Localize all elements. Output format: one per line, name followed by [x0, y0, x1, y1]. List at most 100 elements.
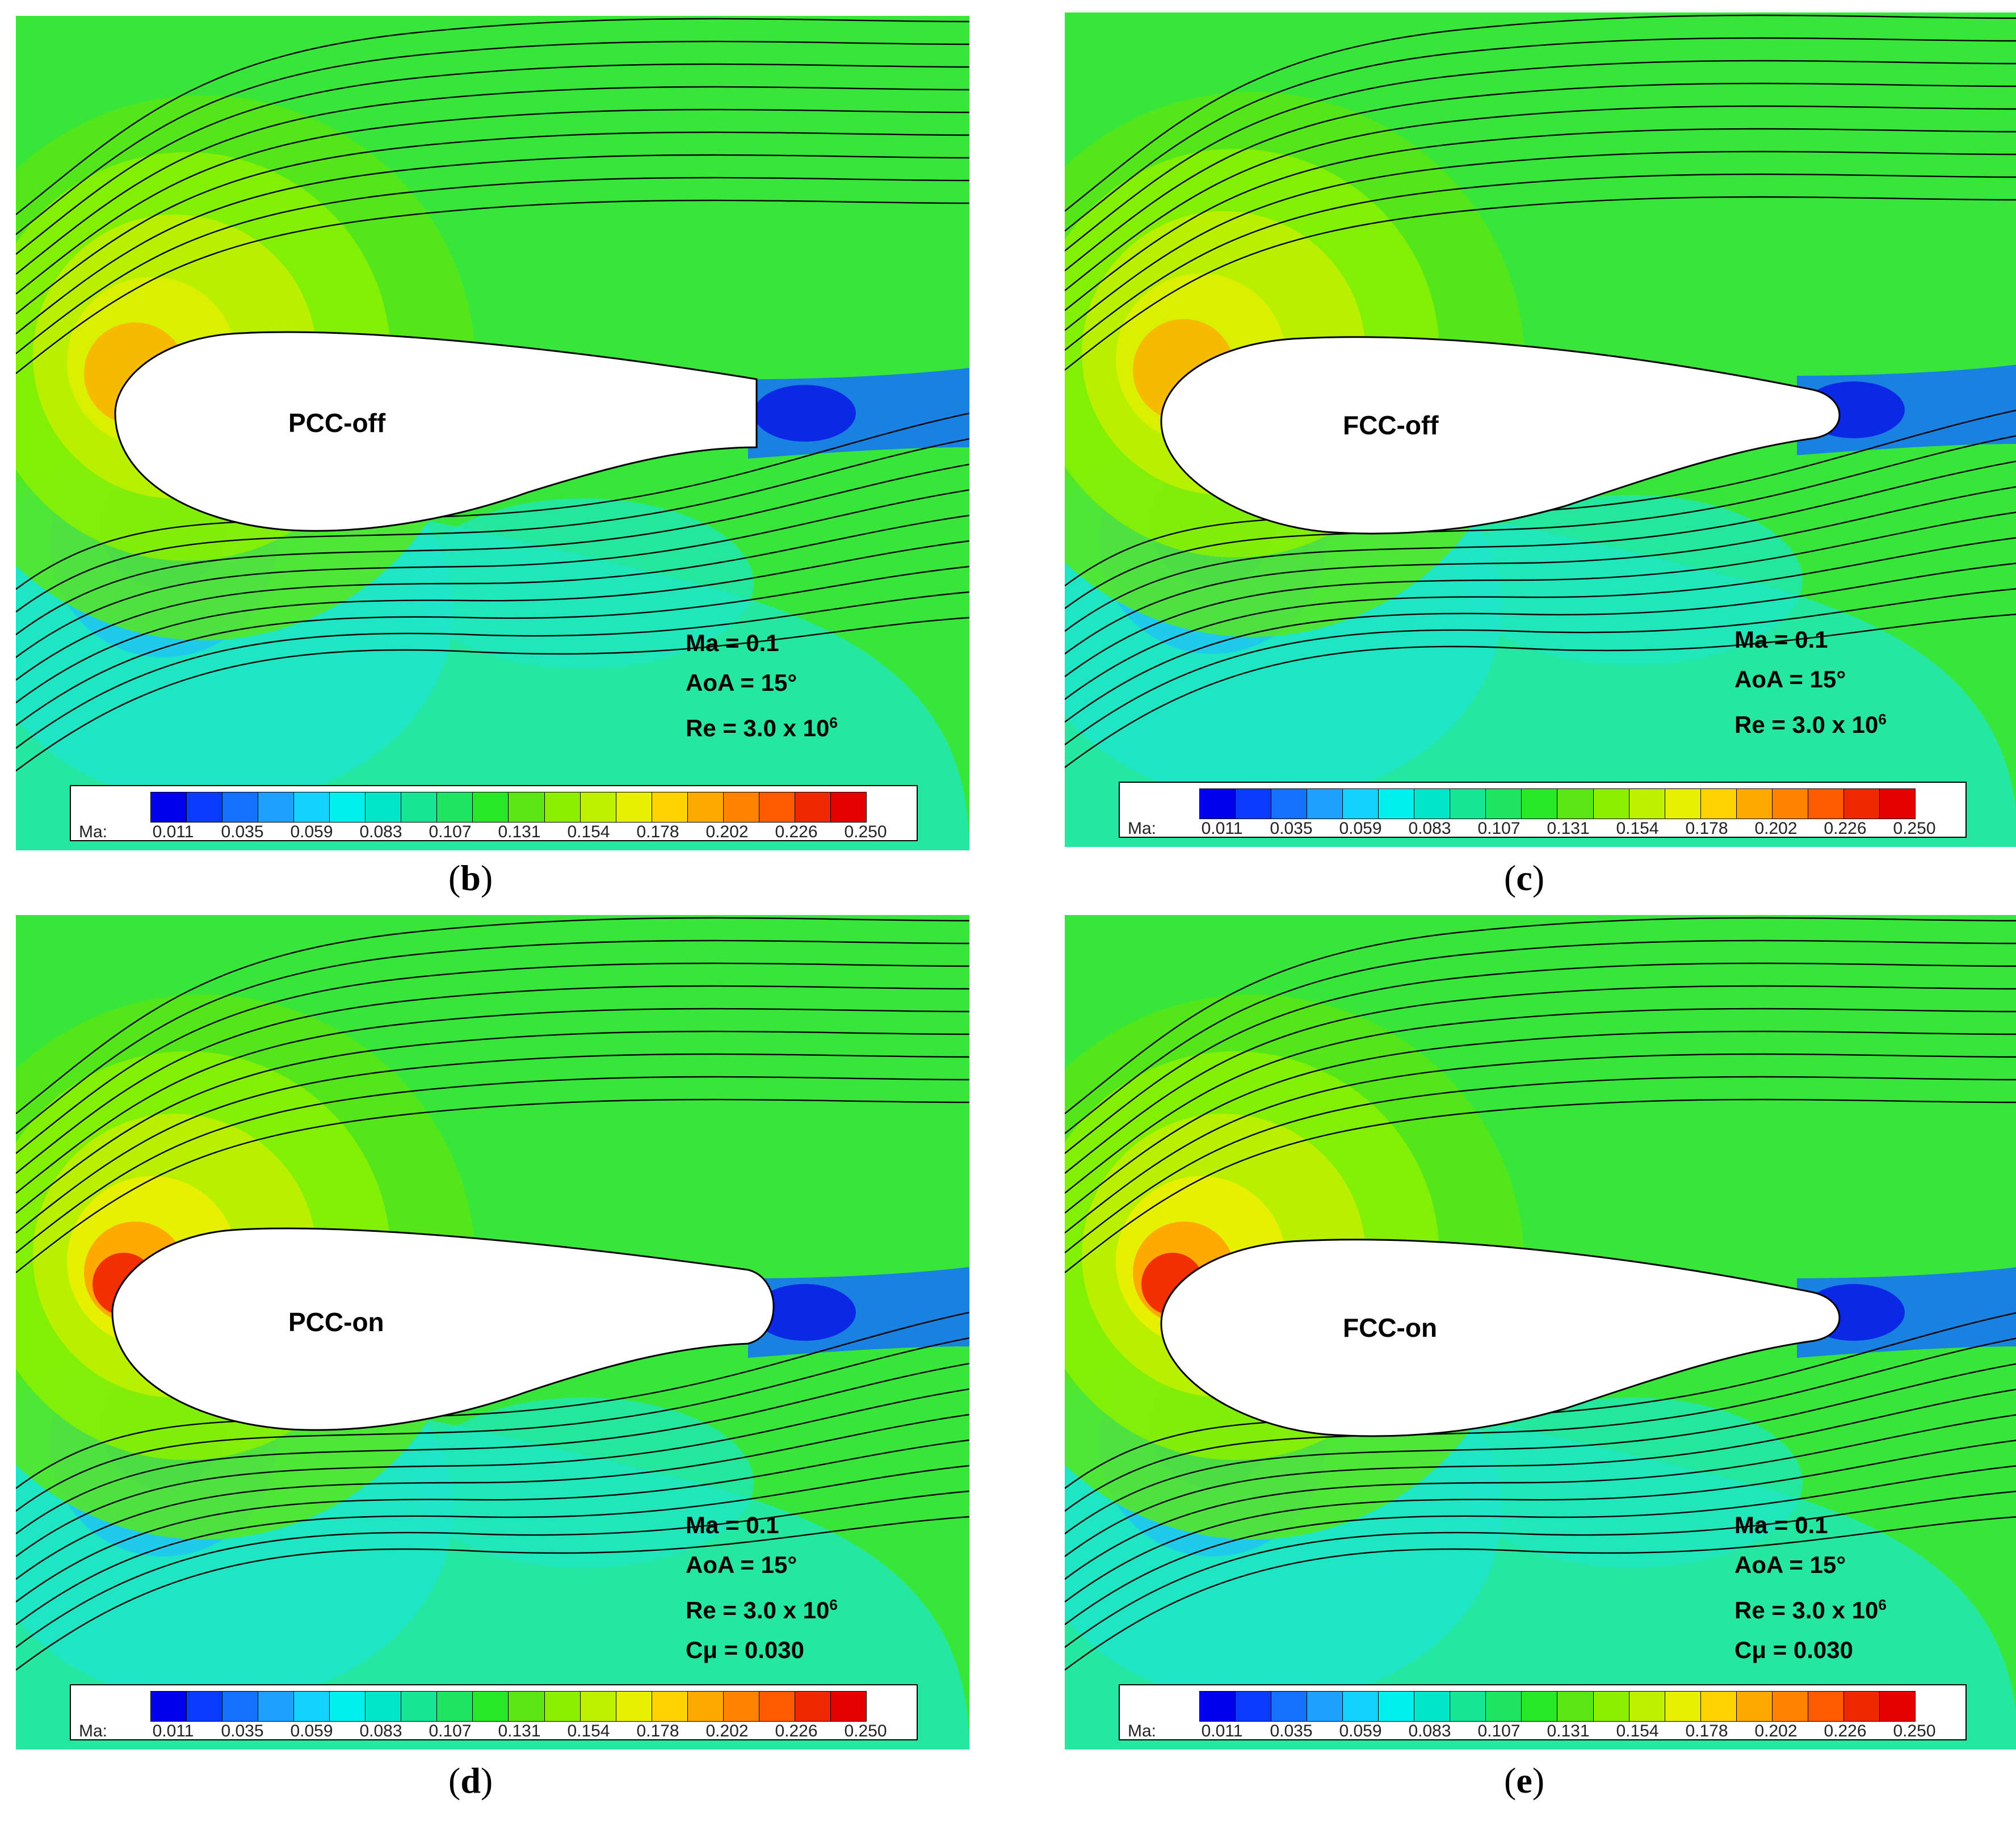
airfoil-d [111, 1227, 775, 1431]
colorbar-tick: 0.083 [359, 1722, 402, 1740]
streamline-upper [1065, 82, 2016, 271]
streamline-upper [1065, 173, 2016, 351]
colorbar-swatch [222, 1692, 259, 1721]
colorbar-tick: 0.202 [1754, 1722, 1797, 1740]
streamline-lower [16, 540, 969, 703]
streamline-lower [1065, 1465, 2016, 1625]
colorbar-swatch [1450, 789, 1486, 819]
colorbar-tick: 0.059 [290, 823, 333, 841]
colorbar-tick: 0.107 [429, 823, 472, 841]
colorbar-tick: 0.226 [1824, 819, 1867, 838]
colorbar-swatch [1271, 1692, 1308, 1721]
streamline-lower [1065, 511, 2016, 677]
colorbar-swatch [1665, 1692, 1701, 1721]
streamline-upper [16, 86, 969, 275]
colorbar-swatch [830, 1692, 866, 1721]
colorbar-tick: 0.131 [1547, 1722, 1590, 1740]
colorbar-swatch [1200, 1692, 1236, 1721]
colorbar-swatch [187, 1692, 223, 1721]
streamline-upper [1065, 1008, 2016, 1194]
streamline-upper [1065, 1076, 2016, 1253]
colorbar-tick: 0.011 [152, 1722, 194, 1740]
streamline-upper [16, 177, 969, 354]
colorbar-swatch [795, 792, 831, 822]
colorbar-swatch [759, 1692, 795, 1721]
colorbar-tick: 0.011 [1201, 1722, 1243, 1740]
colorbar-tick: 0.154 [1616, 819, 1659, 838]
colorbar-swatch [1665, 789, 1701, 819]
caption-b: (b) [448, 858, 493, 898]
colorbar-tick: 0.035 [221, 1722, 264, 1740]
colorbar-tick: 0.250 [844, 823, 887, 841]
colorbar-swatch [1379, 789, 1415, 819]
streamline-lower [16, 1388, 969, 1557]
colorbar-tick: 0.131 [498, 1722, 541, 1740]
streamline-lower [16, 1362, 969, 1534]
colorbar-swatch [652, 1692, 688, 1721]
param-line: Re = 3.0 x 106 [686, 714, 838, 741]
streamline-upper [1065, 128, 2016, 311]
colorbar-swatch [1414, 789, 1451, 819]
colorbar-swatch [1593, 789, 1629, 819]
colorbar-tick: 0.131 [1547, 819, 1590, 838]
param-line: Ma = 0.1 [686, 1512, 779, 1538]
colorbar-swatch [616, 792, 652, 822]
case-label: FCC-on [1343, 1313, 1438, 1342]
colorbar-swatch [258, 792, 295, 822]
colorbar-swatch [1200, 789, 1236, 819]
colorbar-tick: 0.250 [1893, 1722, 1936, 1740]
streamline-lower [1065, 588, 2016, 745]
streamline-lower [16, 438, 969, 612]
colorbar-tick: 0.131 [498, 823, 541, 841]
colorbar-tick: 0.154 [1616, 1722, 1659, 1740]
colorbar-swatch [401, 792, 438, 822]
streamline-lower [16, 1413, 969, 1580]
colorbar-swatch [437, 1692, 473, 1721]
reynolds-exponent: 6 [829, 1596, 838, 1613]
colorbar-tick: 0.083 [1408, 819, 1451, 838]
colorbar-swatch [723, 792, 759, 822]
streamline-lower [16, 1465, 969, 1625]
streamline-upper [16, 1008, 969, 1194]
colorbar-swatch [1450, 1692, 1486, 1721]
colorbar-swatch [437, 792, 473, 822]
colorbar-swatch [1307, 1692, 1343, 1721]
streamline-lower [1065, 614, 2016, 768]
colorbar-swatch [1522, 1692, 1558, 1721]
colorbar-swatch [1879, 789, 1915, 819]
streamline-lower [16, 463, 969, 635]
colorbar-swatch [1236, 1692, 1272, 1721]
panel-d: PCC-on Ma = 0.1 AoA = 15° Re = 3.0 x 106 Cμ … [16, 915, 969, 1749]
case-label: FCC-off [1343, 410, 1439, 440]
colorbar-swatch [151, 1692, 187, 1721]
colorbar-swatch [1843, 1692, 1880, 1721]
colorbar-tick: 0.202 [705, 823, 749, 841]
streamline-upper [1065, 1098, 2016, 1273]
colorbar-tick: 0.059 [1339, 1722, 1382, 1740]
streamline-lower [1065, 1388, 2016, 1557]
streamline-lower [1065, 1414, 2016, 1580]
streamline-lower [16, 616, 969, 771]
colorbar-swatch [687, 1692, 724, 1721]
colorbar-swatch [258, 1692, 295, 1721]
case-label: PCC-on [288, 1307, 384, 1337]
colorbar-swatch [759, 792, 795, 822]
streamline-lower [1065, 563, 2016, 723]
mach-colorbar: Ma: 0.011 0.035 0.059 0.083 0.107 0.131 0.154 0.… [70, 1684, 918, 1740]
streamline-upper [16, 18, 969, 215]
streamline-upper [16, 985, 969, 1174]
colorbar-tick: 0.107 [429, 1722, 472, 1740]
colorbar-tick: 0.011 [1201, 819, 1243, 838]
streamline-upper [1065, 150, 2016, 331]
colorbar-swatch [222, 792, 259, 822]
streamline-lower [1065, 1516, 2016, 1671]
colorbar-swatch [1307, 789, 1343, 819]
colorbar-variable: Ma: [1128, 819, 1157, 838]
mach-colorbar: Ma: 0.011 0.035 0.059 0.083 0.107 0.131 0.154 0.… [70, 785, 918, 841]
caption-c: (c) [1504, 858, 1545, 898]
streamline-upper [1065, 105, 2016, 291]
streamline-lower [1065, 1440, 2016, 1602]
colorbar-swatch [830, 792, 866, 822]
colorbar-swatch [1522, 789, 1558, 819]
streamline-upper [1065, 985, 2016, 1174]
